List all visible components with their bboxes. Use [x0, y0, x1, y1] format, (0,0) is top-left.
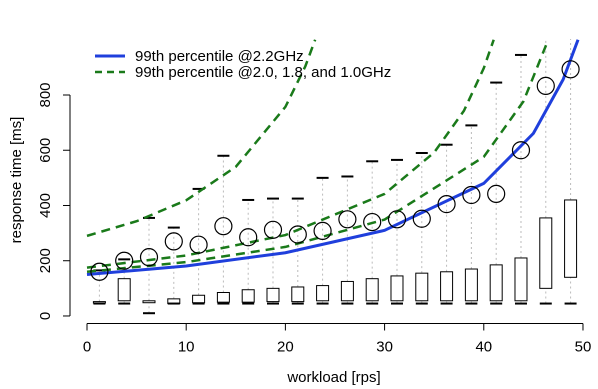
point	[164, 232, 183, 251]
point	[239, 228, 258, 247]
y-tick-label: 0	[37, 312, 54, 320]
point	[288, 225, 307, 244]
x-tick-label: 10	[178, 339, 195, 356]
plot-area	[86, 39, 580, 315]
box	[489, 264, 503, 302]
point	[263, 220, 283, 239]
box	[564, 199, 578, 278]
point	[462, 185, 481, 205]
box	[142, 300, 156, 304]
y-tick-label: 400	[37, 193, 54, 218]
box	[390, 275, 404, 302]
point	[313, 221, 332, 240]
y-tick-label: 800	[37, 82, 54, 107]
box	[291, 286, 305, 303]
box	[440, 271, 454, 302]
legend-label: 99th percentile @2.2GHz	[135, 48, 304, 65]
box	[365, 278, 379, 302]
legend-label: 99th percentile @2.0, 1.8, and 1.0GHz	[135, 64, 391, 81]
box	[216, 291, 230, 303]
y-axis-label: response time [ms]	[8, 117, 25, 244]
box	[117, 278, 131, 302]
x-axis-label: workload [rps]	[286, 369, 380, 386]
box	[464, 268, 478, 302]
x-tick-label: 0	[83, 339, 91, 356]
y-tick-label: 200	[37, 248, 54, 273]
x-tick-label: 40	[475, 339, 492, 356]
point	[338, 210, 357, 229]
box	[415, 272, 429, 302]
box	[266, 287, 280, 303]
x-tick-label: 50	[575, 339, 592, 356]
curve	[86, 39, 317, 238]
point	[561, 60, 580, 79]
box	[514, 257, 528, 302]
point	[115, 251, 134, 270]
x-tick-label: 20	[277, 339, 294, 356]
point	[214, 217, 233, 236]
box	[340, 280, 354, 302]
box	[316, 285, 330, 302]
point	[412, 209, 431, 228]
curve	[86, 39, 550, 274]
point	[139, 248, 159, 267]
point	[189, 235, 208, 254]
point	[363, 212, 382, 232]
x-tick-label: 30	[376, 339, 393, 356]
curve	[86, 39, 580, 277]
box	[192, 294, 206, 304]
point	[90, 262, 109, 281]
box	[241, 289, 255, 303]
point	[536, 76, 555, 95]
box	[539, 217, 553, 289]
point	[511, 141, 531, 160]
point	[487, 184, 506, 203]
y-tick-label: 600	[37, 138, 54, 163]
point	[387, 210, 407, 229]
point	[437, 195, 456, 214]
